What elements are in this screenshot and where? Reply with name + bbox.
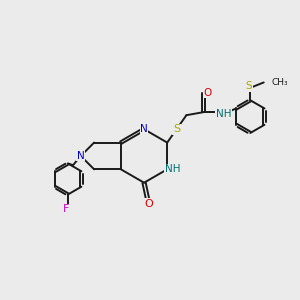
Text: N: N: [77, 151, 85, 161]
Text: NH: NH: [216, 109, 231, 118]
Text: O: O: [144, 199, 153, 208]
Text: CH₃: CH₃: [272, 78, 288, 87]
Text: S: S: [173, 124, 180, 134]
Text: F: F: [63, 204, 70, 214]
Text: N: N: [140, 124, 148, 134]
Text: S: S: [245, 81, 252, 91]
Text: O: O: [203, 88, 211, 98]
Text: NH: NH: [165, 164, 180, 174]
